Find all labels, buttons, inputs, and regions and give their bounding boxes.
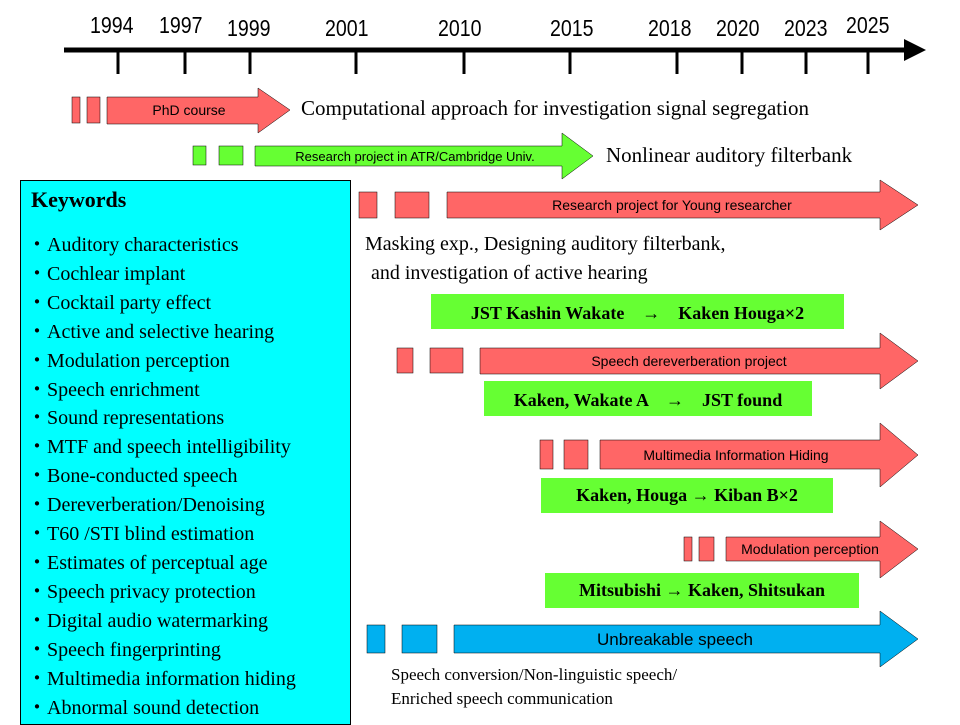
modulation-funding-box: Mitsubishi → Kaken, Shitsukan	[545, 573, 859, 608]
year-label: 2025	[846, 12, 890, 38]
keyword-item: ・Abnormal sound detection	[27, 696, 260, 719]
unbreakable-description-line1: Speech conversion/Non-linguistic speech/	[391, 665, 678, 684]
young-arrow: Research project for Young researcher	[358, 179, 919, 231]
keywords-panel: Keywords ・Auditory characteristics ・Coch…	[20, 180, 351, 725]
year-label: 2018	[648, 15, 692, 41]
keyword-item: ・Auditory characteristics	[27, 234, 239, 256]
phd-label: PhD course	[152, 102, 225, 118]
young-description-line2: and investigation of active hearing	[371, 262, 648, 284]
keyword-item: ・Cocktail party effect	[27, 291, 212, 314]
keyword-item: ・Cochlear implant	[27, 262, 186, 285]
unbreakable-description-line2: Enriched speech communication	[391, 689, 613, 708]
unbreakable-label: Unbreakable speech	[597, 630, 753, 649]
keyword-item: ・Estimates of perceptual age	[27, 551, 268, 574]
keywords-list: ・Auditory characteristics ・Cochlear impl…	[27, 231, 296, 722]
keyword-item: ・Speech enrichment	[27, 378, 200, 401]
unbreakable-arrow: Unbreakable speech	[366, 610, 919, 668]
keyword-item: ・Modulation perception	[27, 349, 230, 372]
keyword-item: ・T60 /STI blind estimation	[27, 523, 255, 546]
year-label: 2020	[716, 15, 760, 41]
hiding-arrow: Multimedia Information Hiding	[539, 422, 919, 488]
atr-arrow: Research project in ATR/Cambridge Univ.	[192, 132, 594, 180]
timeline-axis	[64, 39, 926, 74]
year-label: 2010	[438, 15, 482, 41]
young-label: Research project for Young researcher	[552, 197, 792, 213]
keyword-item: ・Speech fingerprinting	[27, 638, 221, 661]
year-label: 1994	[90, 12, 134, 38]
year-label: 2015	[550, 15, 594, 41]
keyword-item: ・Active and selective hearing	[27, 320, 275, 343]
dereverb-funding-box: Kaken, Wakate A → JST found	[484, 381, 812, 416]
year-label: 2023	[784, 15, 828, 41]
dereverb-label: Speech dereverberation project	[591, 353, 786, 369]
keyword-item: ・Speech privacy protection	[27, 580, 256, 603]
phd-arrow: PhD course	[71, 87, 291, 134]
dereverb-arrow: Speech dereverberation project	[396, 332, 919, 390]
hiding-label: Multimedia Information Hiding	[643, 447, 828, 463]
keyword-item: ・Dereverberation/Denoising	[27, 494, 265, 517]
young-funding-box: JST Kashin Wakate → Kaken Houga×2	[431, 294, 844, 329]
keywords-title: Keywords	[31, 187, 127, 212]
keyword-item: ・MTF and speech intelligibility	[27, 436, 291, 459]
timeline-arrowhead	[904, 39, 926, 61]
keyword-item: ・Digital audio watermarking	[27, 609, 269, 632]
atr-description: Nonlinear auditory filterbank	[606, 143, 853, 167]
keyword-item: ・Bone-conducted speech	[27, 465, 238, 488]
young-description-line1: Masking exp., Designing auditory filterb…	[365, 233, 726, 255]
modulation-label: Modulation perception	[741, 541, 879, 557]
hiding-funding-box: Kaken, Houga → Kiban B×2	[541, 478, 833, 513]
timeline-ticks	[116, 50, 870, 74]
year-label: 2001	[325, 15, 369, 41]
modulation-arrow: Modulation perception	[683, 520, 919, 579]
year-label: 1997	[159, 12, 203, 38]
phd-description: Computational approach for investigation…	[301, 96, 809, 120]
year-label: 1999	[227, 15, 271, 41]
atr-label: Research project in ATR/Cambridge Univ.	[295, 149, 534, 164]
keyword-item: ・Sound representations	[27, 407, 225, 430]
keyword-item: ・Multimedia information hiding	[27, 667, 296, 690]
